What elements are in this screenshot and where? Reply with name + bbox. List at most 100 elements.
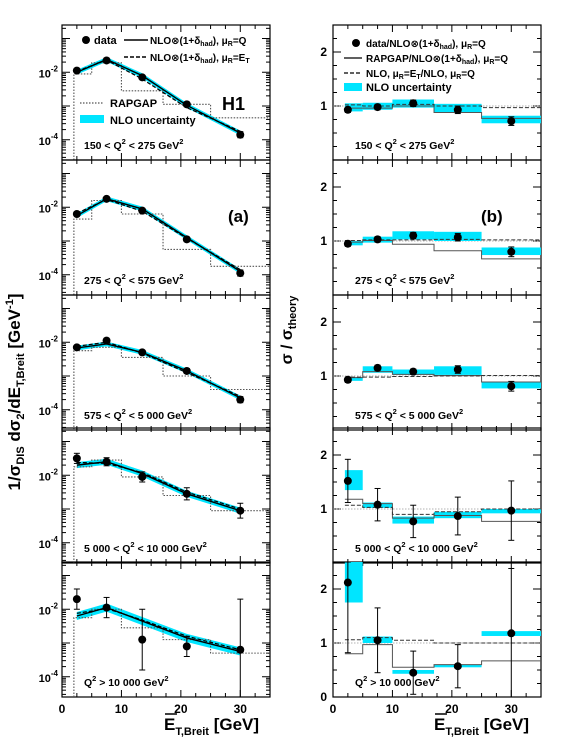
data-point — [507, 506, 516, 515]
data-point — [102, 56, 111, 65]
data-point — [102, 457, 111, 466]
y-tick-label: 2 — [320, 448, 327, 462]
legend-data-marker — [82, 36, 90, 44]
data-point — [182, 100, 191, 109]
data-point — [409, 231, 418, 240]
y-tick-label: 2 — [320, 315, 327, 329]
q2-range-label-sup: 2 — [474, 540, 478, 549]
data-point — [343, 239, 352, 248]
y-tick-label: 10-2 — [39, 334, 59, 350]
data-point — [507, 117, 516, 126]
y-tick-label: 10-2 — [39, 64, 59, 80]
y-tick-label: 10-2 — [39, 467, 59, 483]
y-tick-label: 1 — [320, 636, 327, 650]
panel-tag-a: (a) — [228, 207, 249, 226]
x-tick-label: 20 — [174, 702, 188, 716]
legend-nlo-et-label: NLO⊗(1+δhad), μR=ET — [150, 53, 250, 65]
data-point — [138, 206, 147, 215]
nlo-uncertainty-box — [344, 470, 363, 491]
q2-range-label-text: < 10 000 GeV — [406, 543, 474, 555]
data-point — [453, 512, 462, 521]
data-point — [236, 645, 245, 654]
x-tick-label: 10 — [115, 702, 129, 716]
q2-range-label-sup: 2 — [450, 137, 454, 146]
data-point — [138, 635, 147, 644]
q2-range-label: 150 < Q2 < 275 GeV2 — [355, 137, 454, 152]
data-point — [373, 363, 382, 372]
data-point — [236, 506, 245, 515]
q2-range-label-sup: 2 — [179, 272, 183, 281]
x-tick-label: 0 — [59, 702, 66, 716]
q2-range-label: 5 000 < Q2 < 10 000 GeV2 — [84, 540, 207, 555]
q2-range-label: 275 < Q2 < 575 GeV2 — [84, 272, 183, 287]
y-tick-label: 10-4 — [39, 402, 59, 418]
rapgap-histogram — [73, 459, 270, 563]
q2-range-label-text: < 575 GeV — [126, 275, 179, 287]
data-point — [507, 382, 516, 391]
y-tick-label: 2 — [320, 582, 327, 596]
nlo-q-line — [76, 461, 241, 512]
y-tick-label-exponent: -4 — [51, 669, 59, 678]
q2-range-label-sup: 2 — [164, 674, 168, 683]
left-y-axis-title: 1/σDIS dσ2/dET,Breit [GeV-1] — [4, 294, 27, 491]
data-point — [373, 500, 382, 509]
data-point — [138, 348, 147, 357]
x-tick-label: 0 — [330, 702, 337, 716]
left-x-axis-title: ET,Breit [GeV] — [164, 715, 259, 738]
data-point — [507, 247, 516, 256]
nlo-et-line — [76, 341, 241, 397]
data-point — [182, 642, 191, 651]
data-point — [343, 476, 352, 485]
data-point — [236, 395, 245, 404]
y-tick-label-exponent: -4 — [51, 267, 59, 276]
data-point — [72, 595, 81, 604]
q2-range-label-sup: 2 — [179, 137, 183, 146]
data-point — [72, 66, 81, 75]
data-point — [373, 235, 382, 244]
nlo-q-line — [76, 343, 241, 399]
y-tick-label: 10-2 — [39, 199, 59, 215]
q2-range-label-sup: 2 — [393, 272, 397, 281]
data-point — [453, 662, 462, 671]
q2-range-label-sup: 2 — [92, 674, 96, 683]
y-tick-label: 10-4 — [39, 132, 59, 148]
legend-ratio-rapgap-label: RAPGAP/NLO⊗(1+δhad), μR=Q — [366, 54, 508, 66]
y-tick-label: 1 — [320, 99, 327, 113]
data-point — [72, 343, 81, 352]
rapgap-histogram — [73, 346, 270, 430]
data-point — [138, 73, 147, 82]
left-panel-4: 10-2 10-4 5 000 < Q2 < 10 000 GeV2 — [39, 427, 271, 564]
nlo-q-line — [76, 198, 241, 272]
rapgap-histogram — [73, 62, 270, 160]
data-point — [236, 130, 245, 139]
q2-range-label-sup: 2 — [393, 407, 397, 416]
experiment-label: H1 — [222, 94, 245, 114]
q2-range-label-text: < 5 000 GeV — [126, 410, 188, 422]
q2-range-label: Q2 > 10 000 GeV2 — [355, 674, 440, 689]
x-tick-label: 30 — [234, 702, 248, 716]
data-point — [343, 578, 352, 587]
q2-range-label-text: < 275 GeV — [126, 140, 179, 152]
x-tick-label: 20 — [445, 702, 459, 716]
left-panel-3: 10-2 10-4 575 < Q2 < 5 000 GeV2 — [39, 294, 271, 431]
q2-range-label-text: < 10 000 GeV — [135, 543, 203, 555]
legend-ratio-nlo-label: NLO, μR=ET/NLO, μR=Q — [366, 69, 475, 81]
legend-rapgap-label: RAPGAP — [110, 98, 157, 110]
nlo-uncertainty-box — [344, 562, 363, 603]
y-tick-label: 1 — [320, 369, 327, 383]
y-tick-label-exponent: -2 — [51, 601, 59, 610]
data-point — [453, 105, 462, 114]
data-point — [102, 194, 111, 203]
panel-tag-b: (b) — [481, 207, 503, 226]
data-point — [102, 603, 111, 612]
left-panel-2: 10-2 10-4 275 < Q2 < 575 GeV2 — [39, 159, 271, 296]
data-point — [409, 517, 418, 526]
data-point — [182, 489, 191, 498]
data-point — [409, 99, 418, 108]
data-point — [343, 105, 352, 114]
